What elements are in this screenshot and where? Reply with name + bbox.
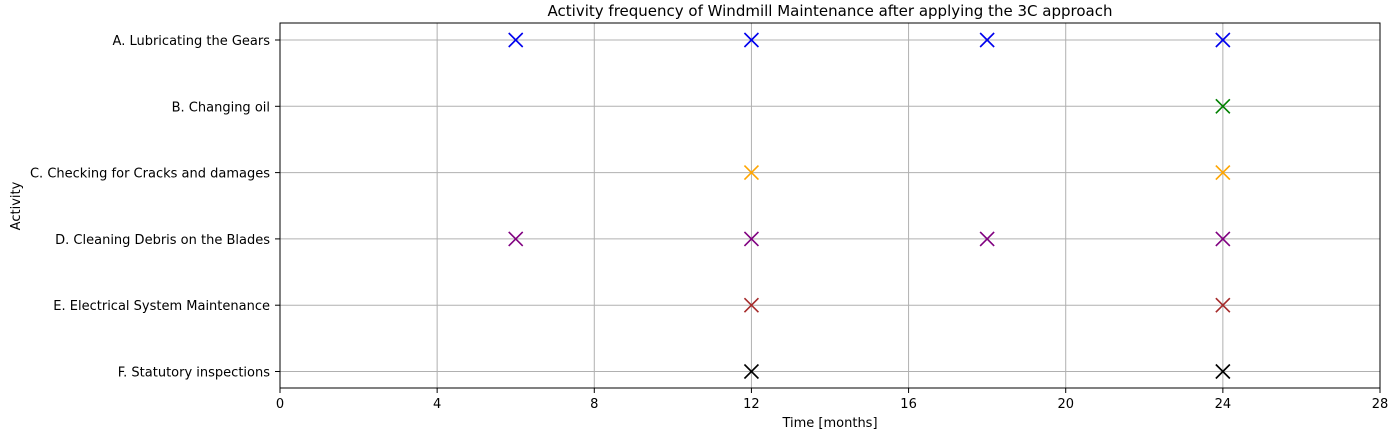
y-axis-label: Activity — [9, 181, 24, 230]
data-point — [1215, 165, 1231, 181]
data-point — [508, 32, 524, 48]
data-point — [1215, 32, 1231, 48]
x-tick-label: 28 — [1372, 397, 1389, 412]
y-tick-label: E. Electrical System Maintenance — [53, 299, 270, 314]
data-point — [508, 231, 524, 247]
y-tick-label: B. Changing oil — [172, 100, 270, 115]
x-tick-label: 20 — [1057, 397, 1074, 412]
x-tick-label: 16 — [900, 397, 917, 412]
y-tick-label: C. Checking for Cracks and damages — [30, 167, 270, 182]
data-point — [979, 32, 995, 48]
data-point — [743, 32, 759, 48]
x-tick-label: 8 — [590, 397, 598, 412]
x-tick-label: 24 — [1215, 397, 1232, 412]
data-point — [743, 231, 759, 247]
y-tick-label: F. Statutory inspections — [118, 366, 270, 381]
x-axis: 0 4 8 12 16 20 24 28 — [276, 388, 1388, 412]
plot-area — [279, 22, 1381, 389]
data-point — [979, 231, 995, 247]
y-axis: A. Lubricating the Gears B. Changing oil C… — [30, 34, 280, 381]
x-axis-label: Time [months] — [781, 416, 877, 431]
data-point — [1215, 98, 1231, 114]
chart-title: Activity frequency of Windmill Maintenan… — [548, 2, 1113, 20]
data-point — [1215, 231, 1231, 247]
grid — [279, 23, 1381, 388]
y-tick-label: D. Cleaning Debris on the Blades — [55, 233, 270, 248]
x-tick-label: 12 — [743, 397, 760, 412]
y-tick-label: A. Lubricating the Gears — [113, 34, 271, 49]
data-point — [1215, 297, 1231, 313]
data-point — [1215, 363, 1231, 380]
data-point — [743, 297, 759, 313]
data-point — [743, 363, 759, 380]
data-marks — [508, 32, 1231, 380]
data-point — [743, 165, 759, 181]
x-tick-label: 4 — [433, 397, 441, 412]
x-tick-label: 0 — [276, 397, 284, 412]
